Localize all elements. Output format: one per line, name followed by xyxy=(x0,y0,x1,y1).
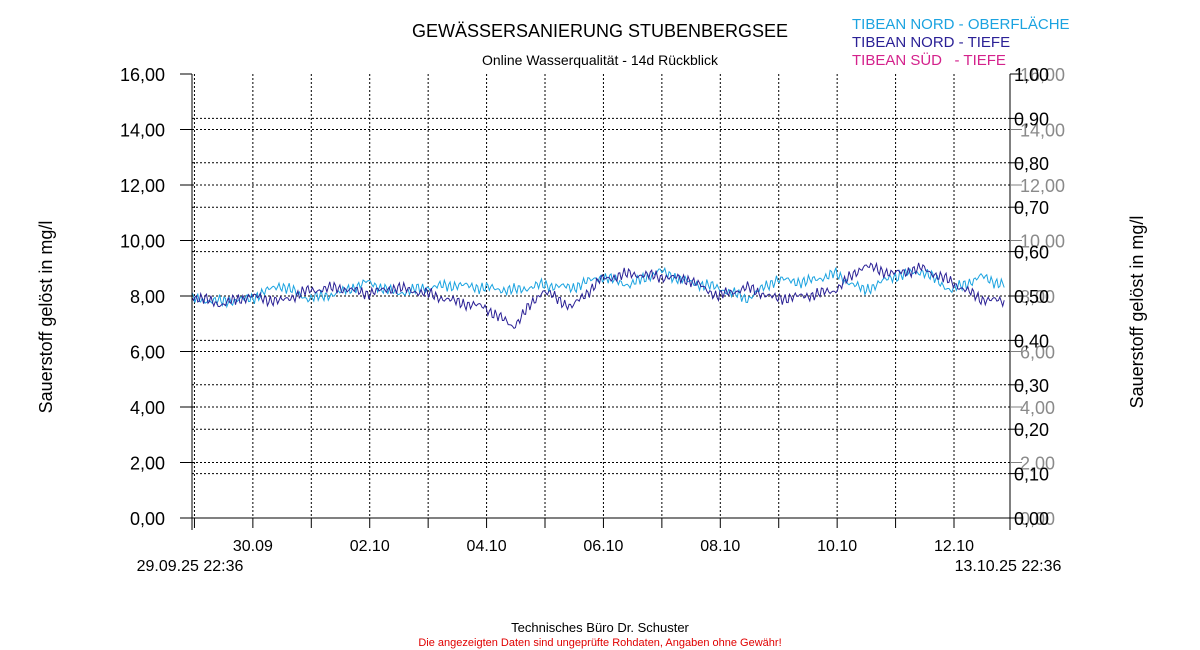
y-tick-label-right: 0,00 xyxy=(1014,509,1049,529)
y-axis-label-left: Sauerstoff gelöst in mg/l xyxy=(36,221,56,414)
x-start-label: 29.09.25 22:36 xyxy=(137,558,244,575)
footer-company: Technisches Büro Dr. Schuster xyxy=(511,620,689,635)
x-end-label: 13.10.25 22:36 xyxy=(955,558,1062,575)
y-tick-label-left: 6,00 xyxy=(130,343,165,363)
y-tick-label-right: 0,20 xyxy=(1014,420,1049,440)
y-tick-label-right: 0,60 xyxy=(1014,243,1049,263)
y-tick-label-left: 14,00 xyxy=(120,121,165,141)
y-tick-label-left: 10,00 xyxy=(120,232,165,252)
y-tick-label-right-gray: 4,00 xyxy=(1020,398,1055,418)
y-tick-label-right: 0,10 xyxy=(1014,465,1049,485)
y-tick-label-right: 0,70 xyxy=(1014,198,1049,218)
legend-entry-nord-oberflaeche: TIBEAN NORD - OBERFLÄCHE xyxy=(852,16,1070,33)
chart-title: GEWÄSSERSANIERUNG STUBENBERGSEE xyxy=(412,21,788,41)
y-tick-label-right-gray: 0,00 xyxy=(1020,509,1055,529)
x-tick-label: 10.10 xyxy=(817,538,857,555)
series-line-0 xyxy=(191,266,1005,309)
chart-subtitle: Online Wasserqualität - 14d Rückblick xyxy=(482,52,719,68)
y-tick-label-left: 4,00 xyxy=(130,398,165,418)
y-tick-label-left: 16,00 xyxy=(120,65,165,85)
x-tick-label: 06.10 xyxy=(583,538,623,555)
x-tick-label: 12.10 xyxy=(934,538,974,555)
legend-entry-nord-tiefe: TIBEAN NORD - TIEFE xyxy=(852,34,1010,51)
y-tick-label-right: 0,50 xyxy=(1014,287,1049,307)
y-tick-label-right-gray: 2,00 xyxy=(1020,454,1055,474)
y-tick-label-right: 0,30 xyxy=(1014,376,1049,396)
y-tick-label-left: 12,00 xyxy=(120,176,165,196)
x-tick-label: 02.10 xyxy=(350,538,390,555)
footer-disclaimer: Die angezeigten Daten sind ungeprüfte Ro… xyxy=(418,637,781,649)
y-tick-label-left: 2,00 xyxy=(130,454,165,474)
axes: 0,00 2,00 4,00 6,00 8,00 10,00 12,00 14,00 16,00… xyxy=(120,65,1065,555)
y-tick-label-left: 8,00 xyxy=(130,287,165,307)
y-tick-label-left: 0,00 xyxy=(130,509,165,529)
y-tick-label-right-gray: 8,00 xyxy=(1020,287,1055,307)
y-tick-label-right-gray: 16,00 xyxy=(1020,65,1065,85)
y-tick-label-right-gray: 14,00 xyxy=(1020,121,1065,141)
x-tick-label: 08.10 xyxy=(700,538,740,555)
y-tick-label-right: 0,40 xyxy=(1014,331,1049,351)
y-axis-label-right: Sauerstoff gelöst in mg/l xyxy=(1127,216,1147,409)
legend-entry-sued-tiefe: TIBEAN SÜD - TIEFE xyxy=(852,51,1006,69)
x-tick-label: 04.10 xyxy=(467,538,507,555)
y-tick-label-right-gray: 12,00 xyxy=(1020,176,1065,196)
series-lines xyxy=(191,261,1005,330)
y-tick-label-right: 0,80 xyxy=(1014,154,1049,174)
y-tick-label-right-gray: 10,00 xyxy=(1020,232,1065,252)
y-tick-label-right: 1,00 xyxy=(1014,65,1049,85)
y-tick-label-right: 0,90 xyxy=(1014,109,1049,129)
x-tick-label: 30.09 xyxy=(233,538,273,555)
series-line-1 xyxy=(191,261,1005,330)
y-tick-label-right-gray: 6,00 xyxy=(1020,343,1055,363)
